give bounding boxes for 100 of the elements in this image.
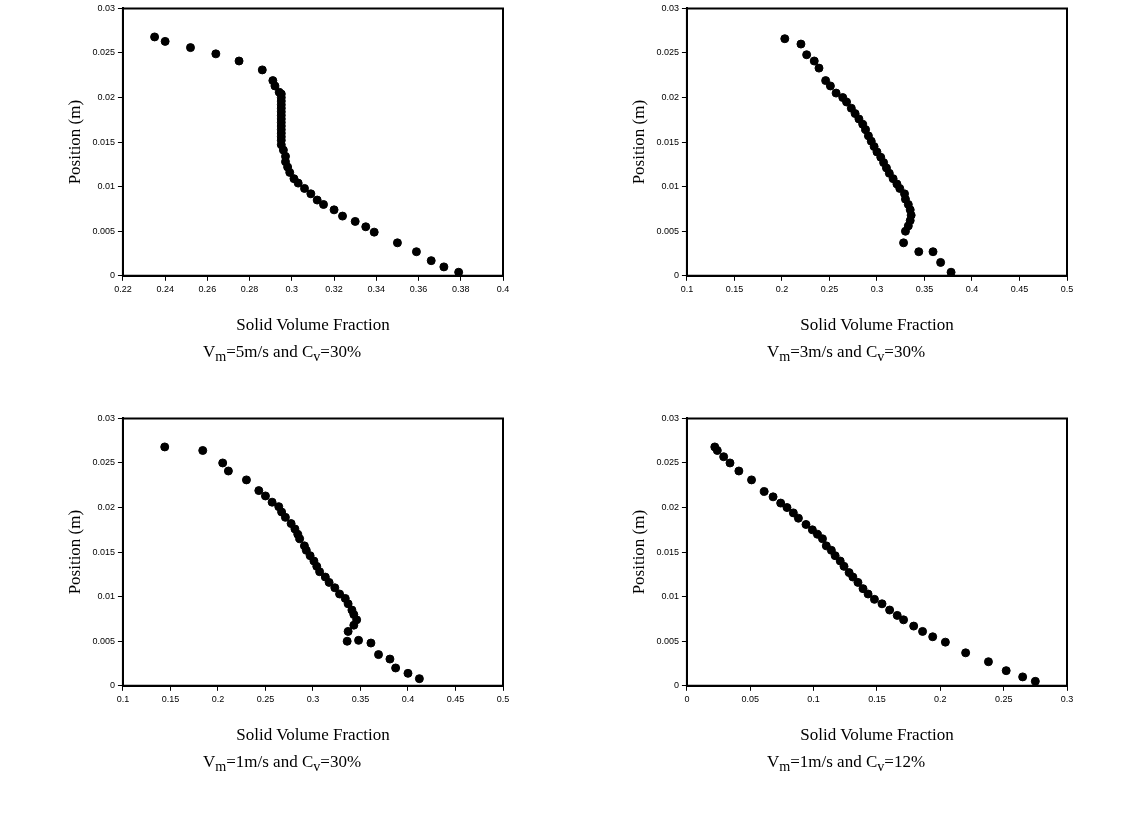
point [1001, 666, 1011, 676]
point [454, 267, 464, 276]
point [796, 39, 806, 49]
point [839, 561, 849, 571]
x-axis-title: Solid Volume Fraction [800, 725, 955, 745]
point [270, 81, 280, 91]
point [241, 475, 251, 485]
point [257, 65, 267, 75]
point [877, 599, 887, 609]
point [223, 466, 233, 476]
point [725, 458, 735, 468]
x-tick-label: 0.25 [820, 283, 839, 294]
y-tick-label: 0.01 [97, 591, 115, 602]
y-tick-label: 0.025 [656, 47, 679, 58]
y-tick-label: 0 [673, 270, 679, 281]
point [160, 442, 170, 452]
point [961, 648, 971, 658]
point [385, 654, 395, 664]
x-tick-label: 0.3 [870, 283, 884, 294]
x-tick-label: 0.4 [496, 283, 510, 294]
y-tick-label: 0.015 [92, 136, 115, 147]
point [218, 458, 228, 468]
point [814, 63, 824, 73]
point [426, 256, 436, 266]
x-tick-label: 0.38 [452, 283, 470, 294]
point [895, 183, 905, 193]
x-tick-label: 0.45 [446, 693, 465, 704]
point [295, 534, 305, 544]
point [983, 657, 993, 667]
point [361, 222, 371, 232]
x-tick-label: 0.3 [285, 283, 299, 294]
point [198, 445, 208, 455]
point [899, 615, 909, 625]
point [260, 491, 270, 501]
point [280, 512, 290, 522]
x-tick-label: 0.34 [367, 283, 386, 294]
point [768, 492, 778, 502]
y-tick-label: 0.005 [656, 225, 679, 236]
point [1030, 676, 1040, 686]
y-tick-label: 0 [673, 680, 679, 691]
point [842, 97, 852, 107]
y-tick-label: 0 [109, 680, 115, 691]
point [293, 178, 303, 188]
point [330, 583, 340, 593]
point [869, 594, 879, 604]
point [335, 589, 345, 599]
x-tick-label: 0.1 [680, 283, 694, 294]
point [892, 610, 902, 620]
point [285, 167, 295, 177]
x-tick-label: 0.2 [211, 693, 225, 704]
y-tick-label: 0.03 [661, 412, 679, 423]
point [374, 650, 384, 660]
x-tick-label: 0.25 [256, 693, 275, 704]
point [343, 599, 353, 609]
y-tick-label: 0.025 [92, 457, 115, 468]
x-tick-label: 0.35 [351, 693, 370, 704]
x-tick-label: 0.22 [114, 283, 132, 294]
point [267, 497, 277, 507]
point [747, 475, 757, 485]
point [780, 34, 790, 44]
point [343, 626, 353, 636]
point [312, 195, 322, 205]
point [342, 636, 352, 646]
point [831, 88, 841, 98]
point [315, 567, 325, 577]
point [439, 262, 449, 272]
point [350, 216, 360, 226]
x-tick-label: 0.2 [934, 693, 947, 704]
x-tick-label: 0.15 [161, 693, 180, 704]
x-axis-title: Solid Volume Fraction [236, 315, 391, 335]
x-tick-label: 0.5 [496, 693, 510, 704]
y-tick-label: 0.03 [661, 2, 679, 13]
point [918, 626, 928, 636]
point [403, 668, 413, 678]
point [858, 584, 868, 594]
point [848, 572, 858, 582]
y-tick-label: 0.025 [656, 457, 679, 468]
point [150, 32, 160, 42]
point [759, 486, 769, 496]
x-tick-label: 0.3 [1060, 693, 1074, 704]
y-tick-label: 0.01 [97, 181, 115, 192]
y-axis-title: Position (m) [64, 509, 84, 595]
point [324, 577, 334, 587]
point [329, 205, 339, 215]
x-tick-label: 0.1 [116, 693, 130, 704]
text: V$_{m}$=3m/s and C$_{v}$=30% [765, 342, 927, 366]
y-tick-label: 0.015 [92, 546, 115, 557]
y-tick-label: 0 [109, 270, 115, 281]
x-tick-label: 0.2 [775, 283, 789, 294]
y-tick-label: 0.005 [656, 635, 679, 646]
point [909, 621, 919, 631]
x-tick-label: 0.45 [1010, 283, 1029, 294]
y-tick-label: 0.025 [92, 47, 115, 58]
point [928, 247, 938, 257]
y-tick-label: 0.02 [97, 92, 115, 103]
point [788, 508, 798, 518]
x-tick-label: 0.4 [401, 693, 415, 704]
y-tick-label: 0.015 [656, 546, 679, 557]
point [801, 519, 811, 529]
point [391, 663, 401, 673]
